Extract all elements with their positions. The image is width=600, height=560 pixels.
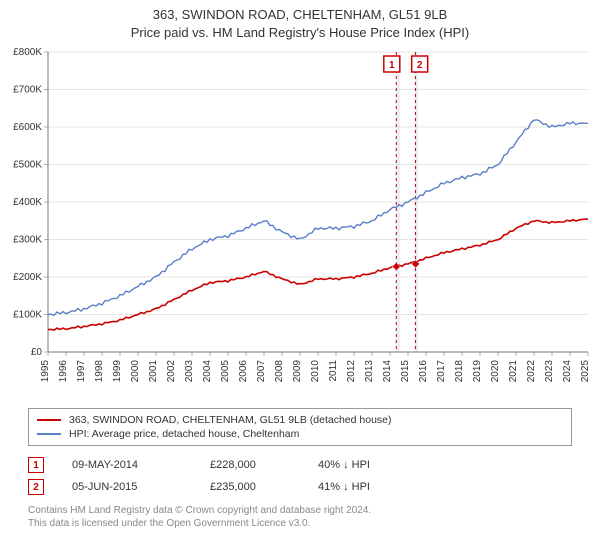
legend-swatch [37, 433, 61, 435]
event-marker-label: 1 [389, 60, 395, 71]
transaction-marker: 1 [28, 457, 44, 473]
x-axis-label: 2003 [184, 360, 195, 383]
x-axis-label: 2022 [526, 360, 537, 383]
y-axis-label: £500K [13, 160, 42, 171]
legend-item: 363, SWINDON ROAD, CHELTENHAM, GL51 9LB … [37, 413, 563, 427]
legend-label: 363, SWINDON ROAD, CHELTENHAM, GL51 9LB … [69, 414, 392, 426]
x-axis-label: 2010 [310, 360, 321, 383]
x-axis-label: 1997 [76, 360, 87, 383]
y-axis-label: £700K [13, 85, 42, 96]
x-axis-label: 2011 [328, 360, 339, 382]
x-axis-label: 2000 [130, 360, 141, 383]
x-axis-label: 2013 [364, 360, 375, 383]
x-axis-label: 1995 [40, 360, 51, 383]
y-axis-label: £600K [13, 122, 42, 133]
transaction-marker: 2 [28, 479, 44, 495]
transaction-delta: 40% ↓ HPI [318, 459, 408, 471]
x-axis-label: 2019 [472, 360, 483, 383]
x-axis-label: 2006 [238, 360, 249, 383]
y-axis-label: £400K [13, 197, 42, 208]
legend-swatch [37, 419, 61, 421]
x-axis-label: 2020 [490, 360, 501, 383]
chart-svg: £0 £100K £200K £300K £400K £500K £600K £700K £80… [0, 42, 600, 402]
footer-attribution: Contains HM Land Registry data © Crown c… [28, 504, 572, 530]
x-axis-label: 1999 [112, 360, 123, 383]
x-axis-label: 2007 [256, 360, 267, 383]
chart-title-block: 363, SWINDON ROAD, CHELTENHAM, GL51 9LB … [0, 0, 600, 42]
chart-area: £0 £100K £200K £300K £400K £500K £600K £700K £80… [0, 42, 600, 402]
legend-item: HPI: Average price, detached house, Chel… [37, 427, 563, 441]
event-marker-label: 2 [417, 60, 423, 71]
x-axis-label: 1998 [94, 360, 105, 383]
transactions-table: 1 09-MAY-2014 £228,000 40% ↓ HPI 2 05-JUN-201… [28, 454, 572, 498]
transaction-date: 09-MAY-2014 [72, 459, 182, 471]
legend-label: HPI: Average price, detached house, Chel… [69, 428, 299, 440]
series-hpi [48, 120, 588, 315]
x-axis-label: 2008 [274, 360, 285, 383]
x-axis-label: 2001 [148, 360, 159, 383]
x-axis-label: 2024 [562, 360, 573, 383]
transaction-date: 05-JUN-2015 [72, 481, 182, 493]
title-address: 363, SWINDON ROAD, CHELTENHAM, GL51 9LB [0, 6, 600, 24]
transaction-row: 1 09-MAY-2014 £228,000 40% ↓ HPI [28, 454, 572, 476]
footer-line-2: This data is licensed under the Open Gov… [28, 517, 572, 530]
x-axis-label: 2005 [220, 360, 231, 383]
x-axis-label: 2021 [508, 360, 519, 383]
transaction-price: £228,000 [210, 459, 290, 471]
legend: 363, SWINDON ROAD, CHELTENHAM, GL51 9LB … [28, 408, 572, 446]
footer-line-1: Contains HM Land Registry data © Crown c… [28, 504, 572, 517]
y-axis-label: £800K [13, 47, 42, 58]
x-axis-label: 2023 [544, 360, 555, 383]
title-subtitle: Price paid vs. HM Land Registry's House … [0, 24, 600, 42]
x-axis-label: 2014 [382, 360, 393, 383]
y-axis-label: £200K [13, 272, 42, 283]
x-axis-label: 2025 [580, 360, 591, 383]
y-axis-label: £300K [13, 235, 42, 246]
y-axis-label: £100K [13, 310, 42, 321]
x-axis-label: 2018 [454, 360, 465, 383]
x-axis-label: 2015 [400, 360, 411, 383]
transaction-delta: 41% ↓ HPI [318, 481, 408, 493]
x-axis-label: 2017 [436, 360, 447, 383]
transaction-row: 2 05-JUN-2015 £235,000 41% ↓ HPI [28, 476, 572, 498]
y-axis-label: £0 [31, 347, 43, 358]
x-axis-label: 2009 [292, 360, 303, 383]
transaction-price: £235,000 [210, 481, 290, 493]
x-axis-label: 1996 [58, 360, 69, 383]
series-price_paid [48, 219, 588, 330]
x-axis-label: 2002 [166, 360, 177, 383]
x-axis-label: 2004 [202, 360, 213, 383]
x-axis-label: 2012 [346, 360, 357, 383]
x-axis-label: 2016 [418, 360, 429, 383]
